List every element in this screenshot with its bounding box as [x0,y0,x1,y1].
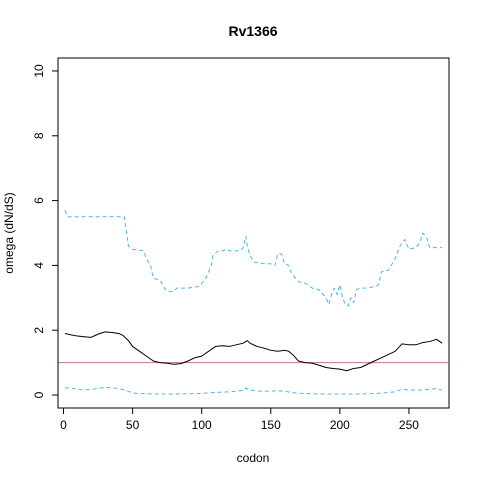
y-axis-label: omega (dN/dS) [2,192,16,273]
y-tick-label: 6 [32,197,46,204]
x-tick-label: 200 [330,418,350,432]
series-upper-bound-line [64,210,443,307]
x-tick-label: 100 [192,418,212,432]
x-tick-label: 250 [399,418,419,432]
series-estimate-line [64,331,443,372]
plot-frame [57,57,450,409]
y-tick-label: 8 [32,132,46,139]
chart-title: Rv1366 [228,23,277,39]
y-tick-label: 4 [32,262,46,269]
x-tick-label: 50 [126,418,140,432]
x-axis-label: codon [237,451,270,465]
y-tick-label: 10 [32,64,46,78]
x-tick-label: 150 [261,418,281,432]
plot-area: 0 50 100 150 200 250 0 2 4 6 8 10 [32,57,450,432]
y-tick-label: 0 [32,391,46,398]
x-tick-label: 0 [60,418,67,432]
series-lower-bound-line [64,386,443,395]
y-tick-label: 2 [32,327,46,334]
